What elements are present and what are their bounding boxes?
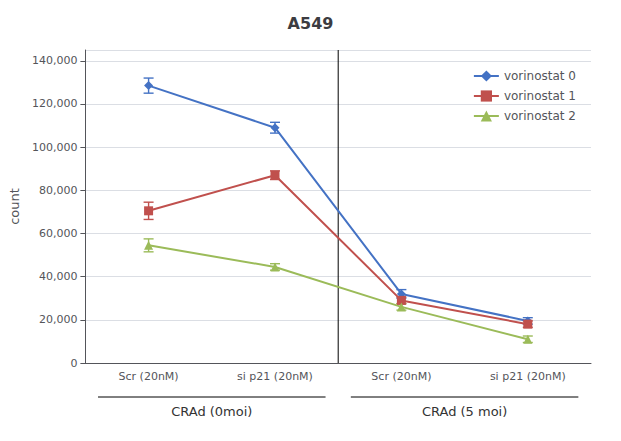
svg-text:CRAd (5 moi): CRAd (5 moi) (422, 404, 507, 419)
svg-text:vorinostat 2: vorinostat 2 (504, 109, 576, 123)
svg-text:CRAd (0moi): CRAd (0moi) (171, 404, 252, 419)
svg-text:0: 0 (70, 357, 77, 370)
svg-text:si p21 (20nM): si p21 (20nM) (237, 370, 313, 383)
svg-text:count: count (7, 188, 22, 225)
svg-text:si p21 (20nM): si p21 (20nM) (490, 370, 566, 383)
svg-text:120,000: 120,000 (32, 97, 78, 110)
svg-text:vorinostat 0: vorinostat 0 (504, 69, 576, 83)
svg-text:A549: A549 (288, 14, 334, 33)
svg-text:vorinostat 1: vorinostat 1 (504, 89, 576, 103)
svg-text:140,000: 140,000 (32, 54, 78, 67)
svg-text:60,000: 60,000 (39, 227, 78, 240)
svg-text:Scr (20nM): Scr (20nM) (371, 370, 431, 383)
svg-text:40,000: 40,000 (39, 270, 78, 283)
svg-text:Scr (20nM): Scr (20nM) (119, 370, 179, 383)
svg-text:80,000: 80,000 (39, 184, 78, 197)
svg-text:100,000: 100,000 (32, 141, 78, 154)
svg-text:20,000: 20,000 (39, 313, 78, 326)
